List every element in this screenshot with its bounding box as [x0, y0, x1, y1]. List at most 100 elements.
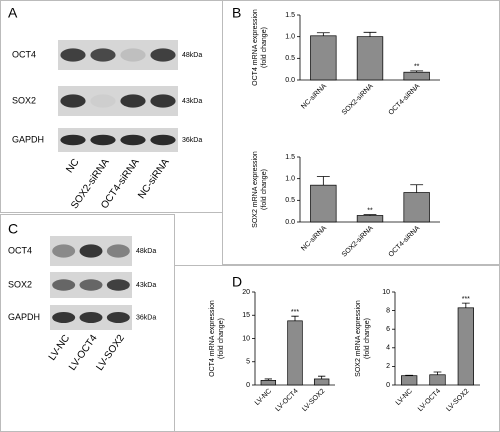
- y-axis-title: (fold change): [261, 27, 268, 68]
- bar: [457, 307, 474, 386]
- blot-band: [52, 279, 76, 291]
- error-bar: [363, 31, 377, 37]
- x-tick-label: LV-NC: [254, 388, 273, 407]
- x-tick-label: LV-SOX2: [445, 388, 470, 413]
- bar: [310, 35, 337, 81]
- blot-band: [106, 244, 130, 258]
- y-axis-title: SOX2 mRNA expression: [252, 151, 259, 228]
- x-tick-label: SOX2-siRNA: [341, 83, 375, 117]
- significance: ***: [291, 309, 299, 316]
- blot-band: [120, 94, 146, 108]
- row-label: OCT4: [12, 49, 36, 59]
- blot-band: [79, 279, 103, 291]
- y-tick-label: 0: [246, 382, 250, 389]
- x-tick-label: OCT4-siRNA: [388, 83, 422, 117]
- y-tick-label: 5: [246, 359, 250, 366]
- blot-band: [150, 134, 176, 146]
- y-tick-label: 10: [242, 335, 250, 342]
- row-label: SOX2: [8, 279, 32, 289]
- significance: **: [367, 207, 373, 214]
- blot-band: [120, 134, 146, 146]
- y-tick-label: 1.0: [285, 176, 295, 183]
- bar: [287, 320, 303, 386]
- blot-band: [90, 48, 116, 62]
- y-tick-label: 6: [386, 326, 390, 333]
- y-tick-label: 4: [386, 345, 390, 352]
- blot-band: [60, 134, 86, 146]
- error-bar: [363, 214, 377, 216]
- error-bar: [410, 184, 424, 193]
- bar: [260, 380, 277, 386]
- blot-band: [150, 48, 176, 62]
- blot-band: [106, 279, 130, 291]
- size-label: 36kDa: [136, 314, 156, 321]
- y-tick-label: 1.5: [285, 12, 295, 19]
- lane-label: NC: [64, 157, 81, 175]
- x-tick-label: LV-NC: [395, 388, 414, 407]
- bar: [356, 36, 384, 81]
- blot-band: [106, 312, 130, 323]
- x-tick-label: LV-SOX2: [301, 388, 326, 413]
- error-bar: [316, 176, 330, 186]
- blot-band: [90, 134, 116, 146]
- y-tick-label: 15: [242, 312, 250, 319]
- bar: [403, 71, 430, 81]
- size-label: 48kDa: [136, 248, 156, 255]
- size-label: 36kDa: [182, 137, 202, 144]
- bar: [356, 215, 384, 223]
- panel-label: C: [8, 221, 18, 237]
- y-axis-title: (fold change): [218, 318, 225, 359]
- y-tick-label: 0.5: [285, 197, 295, 204]
- panel-label: A: [8, 5, 18, 21]
- x-tick-label: LV-OCT4: [417, 388, 442, 413]
- size-label: 43kDa: [182, 98, 202, 105]
- y-axis-title: (fold change): [364, 318, 371, 359]
- row-label: SOX2: [12, 95, 36, 105]
- row-label: GAPDH: [8, 312, 40, 322]
- bar: [313, 378, 330, 386]
- y-axis-title: (fold change): [261, 169, 268, 210]
- size-label: 43kDa: [136, 282, 156, 289]
- error-bar: [410, 70, 424, 73]
- bar: [310, 184, 337, 223]
- bar: [401, 375, 418, 386]
- error-bar: [316, 32, 330, 36]
- x-tick-label: NC-siRNA: [300, 83, 328, 111]
- row-label: OCT4: [8, 245, 32, 255]
- y-tick-label: 1.5: [285, 154, 295, 161]
- x-tick-label: SOX2-siRNA: [341, 225, 375, 259]
- y-axis-title: OCT4 mRNA expression: [252, 9, 259, 86]
- lane-label: LV-NC: [47, 333, 72, 363]
- significance: ***: [462, 296, 470, 303]
- row-label: GAPDH: [12, 134, 44, 144]
- lane-label: LV-SOX2: [94, 333, 127, 373]
- y-tick-label: 1.0: [285, 34, 295, 41]
- y-tick-label: 0.0: [285, 219, 295, 226]
- blot-band: [60, 48, 86, 62]
- blot-band: [150, 94, 176, 108]
- blot-band: [60, 94, 86, 108]
- error-bar: [291, 315, 299, 321]
- x-tick-label: LV-OCT4: [275, 388, 300, 413]
- panel-label: B: [232, 5, 241, 21]
- blot-band: [52, 244, 76, 258]
- error-bar: [461, 302, 470, 308]
- x-tick-label: NC-siRNA: [300, 225, 328, 253]
- bar: [429, 374, 446, 386]
- bar: [403, 192, 430, 223]
- blot-band: [52, 312, 76, 323]
- error-bar: [264, 378, 272, 381]
- y-tick-label: 0.0: [285, 77, 295, 84]
- error-bar: [318, 375, 326, 379]
- y-tick-label: 0.5: [285, 55, 295, 62]
- x-tick-label: OCT4-siRNA: [388, 225, 422, 259]
- error-bar: [433, 371, 442, 375]
- y-tick-label: 0: [386, 382, 390, 389]
- y-tick-label: 10: [382, 289, 390, 296]
- y-tick-label: 2: [386, 363, 390, 370]
- size-label: 48kDa: [182, 52, 202, 59]
- y-axis-title: OCT4 mRNA expression: [209, 300, 216, 377]
- blot-band: [79, 244, 103, 258]
- blot-band: [90, 94, 116, 108]
